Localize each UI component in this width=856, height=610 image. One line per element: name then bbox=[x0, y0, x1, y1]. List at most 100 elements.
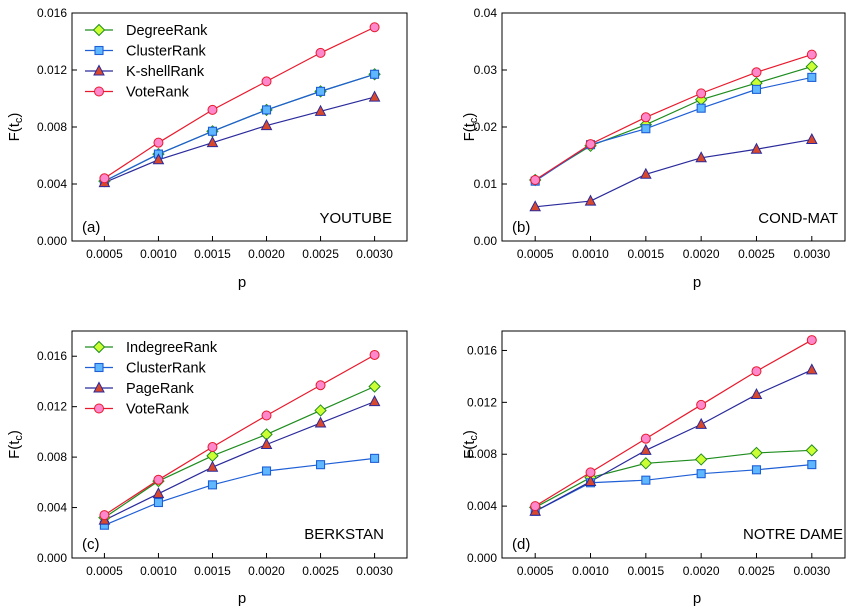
series-line-ClusterRank bbox=[104, 73, 375, 182]
data-point-VoteRank bbox=[369, 22, 380, 33]
legend-marker bbox=[94, 403, 104, 414]
series-line-VoteRank bbox=[104, 26, 375, 179]
data-point-VoteRank bbox=[585, 467, 596, 478]
plot-frame bbox=[501, 12, 846, 242]
data-point-PageRank bbox=[206, 460, 219, 472]
data-point-VoteRank bbox=[696, 88, 707, 99]
x-tick-label: 0.0005 bbox=[517, 247, 554, 261]
y-tick-label: 0.012 bbox=[37, 400, 67, 414]
network-name: BERKSTAN bbox=[304, 526, 384, 543]
data-point-K-shellRank bbox=[206, 136, 219, 148]
legend-label: ClusterRank bbox=[126, 44, 207, 60]
series-line-PageRank bbox=[104, 401, 375, 521]
legend: DegreeRank ClusterRank K-shellRank VoteRank bbox=[85, 23, 208, 101]
data-point-PageRank bbox=[368, 395, 381, 407]
data-point-ClusterRank bbox=[641, 124, 651, 134]
x-tick-label: 0.0010 bbox=[572, 247, 609, 261]
data-point-ClusterRank bbox=[807, 72, 817, 82]
panel-tag: (c) bbox=[82, 536, 100, 553]
legend-marker bbox=[94, 45, 104, 56]
series-line-PageRank bbox=[534, 369, 813, 512]
y-tick-label: 0.008 bbox=[37, 120, 67, 134]
data-point-VoteRank bbox=[530, 175, 541, 186]
series-line-K-shellRank bbox=[535, 138, 812, 208]
x-tick-label: 0.0025 bbox=[302, 247, 339, 261]
y-tick-label: 0.004 bbox=[467, 499, 497, 513]
data-point-IndegreeRank bbox=[368, 380, 381, 393]
data-point-ClusterRank bbox=[641, 475, 651, 485]
x-tick-label: 0.0020 bbox=[683, 564, 720, 578]
legend-label: VoteRank bbox=[126, 85, 190, 101]
y-label-close: ) bbox=[461, 430, 478, 435]
data-point-PageRank bbox=[695, 417, 707, 429]
data-point-PageRank bbox=[805, 363, 818, 375]
x-tick-label: 0.0030 bbox=[356, 247, 393, 261]
data-point-PageRank bbox=[750, 387, 763, 400]
chart-panel-4: 0.0005 0.0010 0.0015 0.0020 0.0025 0.0030 0.00… bbox=[461, 330, 846, 607]
y-axis-label: F(tc) bbox=[461, 430, 480, 459]
data-point-ClusterRank bbox=[315, 86, 326, 96]
chart-panel-3: 0.0005 0.0010 0.0015 0.0020 0.0025 0.0030 0.00… bbox=[6, 330, 408, 607]
x-tick-label: 0.0015 bbox=[627, 247, 664, 261]
network-name: NOTRE DAME bbox=[743, 526, 843, 543]
series-line-VoteRank bbox=[534, 339, 813, 507]
data-point-VoteRank bbox=[640, 433, 651, 444]
data-point-K-shellRank bbox=[152, 153, 165, 165]
y-axis-label: F(tc) bbox=[461, 113, 480, 142]
x-tick-label: 0.0030 bbox=[356, 564, 393, 578]
y-tick-label: 0.016 bbox=[37, 349, 67, 363]
data-point-ClusterRank bbox=[207, 480, 218, 490]
panel-tag: (b) bbox=[512, 219, 530, 236]
x-tick-label: 0.0030 bbox=[793, 564, 830, 578]
x-tick-label: 0.0010 bbox=[572, 564, 609, 578]
y-label-close: ) bbox=[461, 113, 478, 118]
y-label-base: F(t bbox=[6, 122, 23, 141]
network-name: COND-MAT bbox=[758, 210, 838, 227]
data-point-IndegreeRank bbox=[314, 404, 327, 417]
data-point-IndegreeRank bbox=[639, 457, 653, 470]
x-axis-label: p bbox=[238, 590, 246, 607]
y-tick-label: 0.004 bbox=[37, 501, 67, 515]
data-point-ClusterRank bbox=[751, 84, 762, 94]
data-point-K-shellRank bbox=[260, 119, 273, 131]
data-point-PageRank bbox=[314, 416, 327, 428]
data-point-VoteRank bbox=[530, 501, 541, 512]
y-tick-label: 0.04 bbox=[474, 6, 498, 20]
data-point-PageRank bbox=[640, 443, 652, 455]
x-axis-label: p bbox=[693, 274, 701, 291]
data-point-PageRank bbox=[152, 487, 165, 499]
data-point-ClusterRank bbox=[153, 497, 164, 508]
data-point-ClusterRank bbox=[696, 103, 706, 113]
x-tick-label: 0.0020 bbox=[248, 247, 285, 261]
x-tick-label: 0.0015 bbox=[194, 247, 231, 261]
data-point-VoteRank bbox=[696, 399, 707, 410]
data-point-VoteRank bbox=[585, 139, 596, 150]
x-tick-label: 0.0010 bbox=[140, 247, 177, 261]
data-point-VoteRank bbox=[315, 380, 326, 391]
legend-marker bbox=[92, 340, 106, 354]
series-line-ClusterRank bbox=[104, 457, 375, 526]
network-name: YOUTUBE bbox=[319, 210, 392, 227]
series-line-IndegreeRank bbox=[534, 449, 812, 508]
data-point-K-shellRank bbox=[314, 104, 327, 116]
x-tick-label: 0.0005 bbox=[86, 564, 123, 578]
legend-label: ClusterRank bbox=[126, 361, 207, 377]
legend-marker bbox=[92, 23, 106, 37]
panel-tag: (a) bbox=[82, 219, 100, 236]
legend-marker bbox=[93, 381, 105, 393]
plot-frame bbox=[501, 330, 846, 559]
series-line-DegreeRank bbox=[534, 66, 812, 181]
legend-label: VoteRank bbox=[126, 402, 190, 418]
y-tick-label: 0.016 bbox=[467, 343, 497, 357]
y-label-base: F(t bbox=[461, 122, 478, 141]
plot-frame bbox=[71, 12, 408, 242]
data-point-VoteRank bbox=[751, 366, 762, 377]
x-tick-label: 0.0030 bbox=[793, 247, 830, 261]
y-tick-label: 0.012 bbox=[37, 63, 67, 77]
chart-panel-1: 0.0005 0.0010 0.0015 0.0020 0.0025 0.0030 0.00… bbox=[6, 6, 408, 291]
x-axis-label: p bbox=[693, 590, 701, 607]
y-axis-label: F(tc) bbox=[6, 113, 25, 142]
x-tick-label: 0.0025 bbox=[738, 564, 775, 578]
plot-frame bbox=[71, 330, 408, 559]
